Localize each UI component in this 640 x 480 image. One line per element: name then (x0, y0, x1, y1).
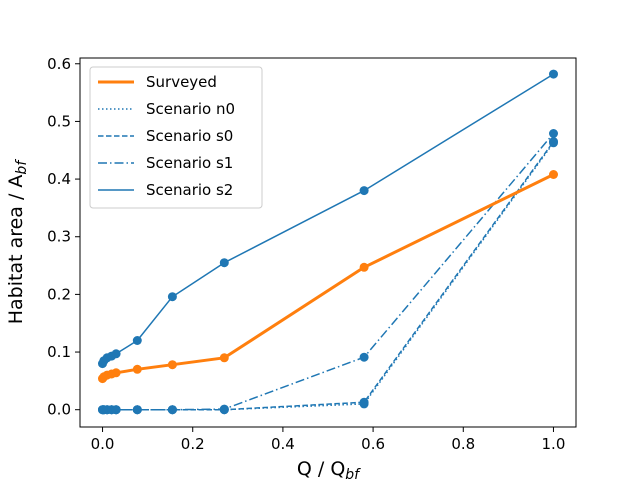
data-point (111, 405, 121, 415)
data-point (167, 360, 177, 370)
legend-box (89, 66, 263, 209)
y-tick-label: 0.1 (47, 343, 71, 361)
y-axis: 0.0 0.1 0.2 0.3 0.4 0.5 0.6 (47, 55, 80, 419)
legend-item: Surveyed (98, 73, 217, 91)
y-tick-label: 0.5 (47, 112, 71, 130)
legend-label: Scenario s1 (146, 154, 233, 172)
legend-item: Scenario n0 (98, 100, 235, 118)
data-point (549, 137, 558, 147)
x-tick-label: 0.4 (271, 435, 295, 453)
y-tick-label: 0.6 (47, 55, 71, 73)
y-axis-label: Habitat area / Abf (5, 159, 30, 325)
legend-item: Scenario s2 (98, 181, 233, 199)
data-point (359, 397, 369, 407)
legend-label: Scenario s0 (146, 127, 233, 145)
y-axis-label-sub: bf (14, 159, 30, 175)
data-point (111, 368, 121, 378)
data-point (359, 352, 369, 362)
legend: Surveyed Scenario n0 Scenario s0 Scenario s… (89, 66, 263, 209)
x-tick-label: 0.6 (361, 435, 385, 453)
y-tick-label: 0.4 (47, 170, 71, 188)
series-3 (98, 129, 558, 415)
legend-label: Surveyed (146, 73, 217, 91)
y-axis-label-main: Habitat area / A (5, 175, 27, 325)
series-4 (98, 69, 558, 369)
x-axis: 0.0 0.2 0.4 0.6 0.8 1.0 (91, 427, 566, 453)
data-point (219, 258, 229, 268)
x-tick-label: 0.8 (451, 435, 475, 453)
x-axis-label-main: Q / Q (297, 458, 345, 480)
data-point (132, 405, 142, 415)
data-point (549, 170, 558, 179)
y-tick-label: 0.2 (47, 285, 71, 303)
x-axis-label: Q / Qbf (297, 458, 361, 480)
data-point (219, 404, 229, 414)
y-tick-label: 0.0 (47, 401, 71, 419)
legend-item: Scenario s1 (98, 154, 233, 172)
plot-frame (79, 57, 577, 428)
x-axis-label-sub: bf (345, 467, 361, 480)
data-point (111, 349, 121, 359)
data-point (132, 364, 142, 374)
x-tick-label: 0.0 (91, 435, 115, 453)
data-point (167, 405, 177, 415)
y-tick-label: 0.3 (47, 228, 71, 246)
legend-label: Scenario n0 (146, 100, 235, 118)
data-point (359, 262, 369, 272)
legend-label: Scenario s2 (146, 181, 233, 199)
x-tick-label: 1.0 (542, 435, 566, 453)
x-tick-label: 0.2 (181, 435, 205, 453)
data-point (549, 69, 558, 79)
data-point (132, 336, 142, 345)
data-point (549, 129, 558, 138)
legend-item: Scenario s0 (98, 127, 233, 145)
data-point (219, 353, 229, 363)
data-point (167, 292, 177, 302)
data-point (359, 186, 369, 196)
series-0 (98, 170, 558, 384)
series-layer (98, 69, 558, 415)
